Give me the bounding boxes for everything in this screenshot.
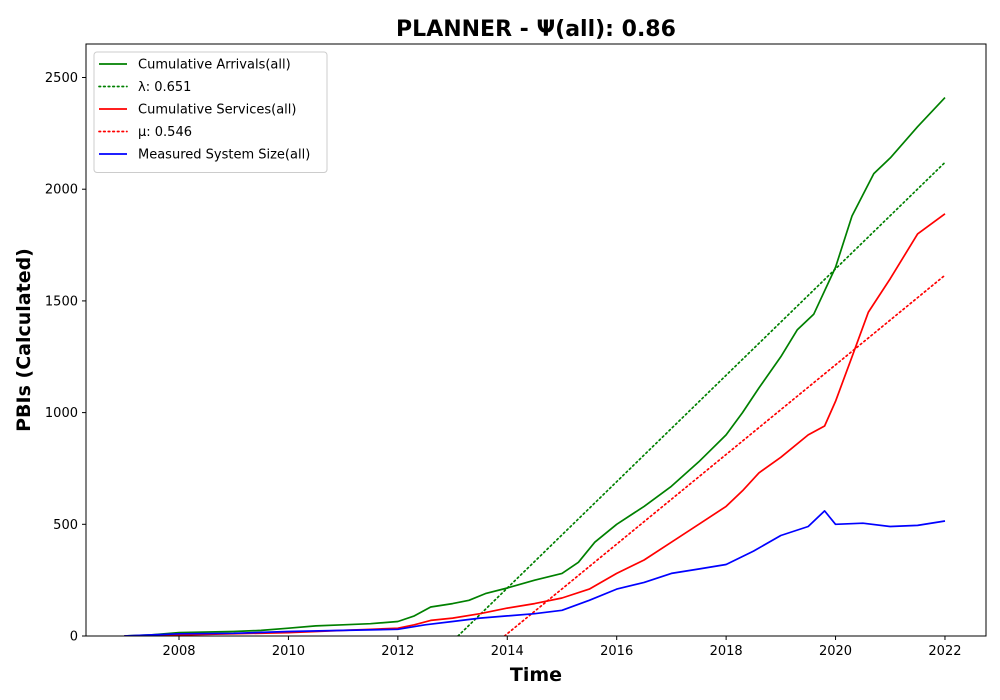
chart-title: PLANNER - Ψ(all): 0.86 [396, 17, 676, 42]
x-axis-label: Time [510, 664, 562, 686]
legend-label: Measured System Size(all) [138, 148, 310, 163]
series-line-3 [503, 274, 946, 636]
x-tick-label: 2008 [162, 644, 195, 659]
plot-area [85, 43, 987, 637]
legend-label: Cumulative Arrivals(all) [138, 58, 291, 73]
series-line-4 [124, 510, 946, 636]
series-line-0 [124, 97, 946, 636]
x-tick-label: 2012 [381, 644, 414, 659]
legend-label: Cumulative Services(all) [138, 103, 296, 118]
x-tick-label: 2020 [819, 644, 852, 659]
x-tick-label: 2022 [928, 644, 961, 659]
series-line-2 [124, 213, 946, 636]
y-axis-label: PBIs (Calculated) [13, 248, 35, 432]
series-line-1 [457, 161, 946, 636]
y-tick-label: 1500 [45, 294, 78, 309]
y-tick-label: 2500 [45, 71, 78, 86]
x-tick-label: 2014 [491, 644, 524, 659]
y-tick-label: 1000 [45, 406, 78, 421]
x-axis: 2008 2010 2012 2014 2016 2018 2020 2022 [162, 636, 962, 659]
plot-frame [85, 43, 987, 637]
legend-box [93, 51, 328, 173]
legend-label: μ: 0.546 [138, 125, 192, 140]
y-tick-label: 2000 [45, 183, 78, 198]
x-tick-label: 2018 [710, 644, 743, 659]
x-tick-label: 2016 [600, 644, 633, 659]
y-tick-label: 500 [53, 518, 78, 533]
x-tick-label: 2010 [272, 644, 305, 659]
legend: Cumulative Arrivals(all) λ: 0.651 Cumulati… [93, 51, 328, 173]
y-axis: 0 500 1000 1500 2000 2500 [45, 71, 86, 645]
y-tick-label: 0 [70, 630, 78, 645]
series-group [124, 97, 946, 636]
legend-label: λ: 0.651 [138, 80, 191, 95]
